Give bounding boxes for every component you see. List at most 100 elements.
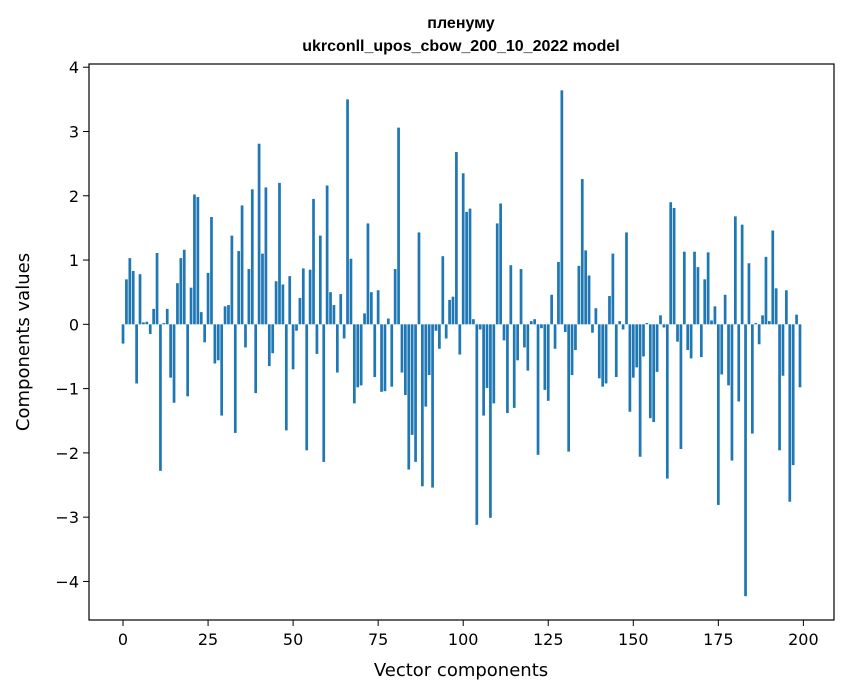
bar-106 bbox=[482, 324, 485, 416]
bar-36 bbox=[244, 324, 247, 348]
bar-11 bbox=[159, 324, 162, 471]
bar-173 bbox=[710, 320, 713, 325]
bar-46 bbox=[278, 182, 281, 325]
bar-107 bbox=[485, 324, 489, 388]
bar-7 bbox=[145, 321, 149, 325]
bar-179 bbox=[730, 324, 734, 461]
bar-141 bbox=[601, 324, 605, 387]
bar-48 bbox=[284, 324, 288, 431]
bar-129 bbox=[560, 90, 564, 325]
bar-90 bbox=[427, 324, 431, 376]
bar-144 bbox=[611, 253, 615, 325]
bar-117 bbox=[519, 269, 523, 325]
plot-frame bbox=[88, 63, 835, 621]
x-tick-label: 200 bbox=[788, 630, 819, 649]
bar-190 bbox=[768, 321, 771, 325]
bar-68 bbox=[352, 324, 356, 404]
y-tick-label: −2 bbox=[55, 444, 79, 463]
bar-172 bbox=[706, 252, 710, 325]
bar-8 bbox=[148, 324, 152, 334]
bar-122 bbox=[536, 324, 540, 455]
chart-subtitle: ukrconll_upos_cbow_200_10_2022 model bbox=[302, 38, 619, 55]
bar-188 bbox=[761, 315, 764, 325]
bar-14 bbox=[169, 324, 172, 378]
bar-128 bbox=[557, 261, 560, 325]
bar-62 bbox=[332, 305, 336, 325]
bar-143 bbox=[608, 296, 611, 325]
bar-127 bbox=[553, 324, 557, 349]
bar-61 bbox=[329, 292, 332, 325]
bar-177 bbox=[723, 294, 727, 325]
bar-170 bbox=[699, 324, 703, 358]
bar-60 bbox=[325, 185, 329, 325]
x-tick-label: 100 bbox=[448, 630, 479, 649]
bar-147 bbox=[621, 324, 625, 330]
bar-37 bbox=[247, 269, 251, 325]
bar-155 bbox=[648, 324, 652, 419]
bar-152 bbox=[638, 324, 642, 457]
bar-160 bbox=[665, 324, 669, 479]
bar-119 bbox=[526, 324, 530, 371]
bar-54 bbox=[305, 324, 309, 451]
bar-69 bbox=[356, 324, 360, 388]
bar-19 bbox=[186, 324, 190, 397]
bar-145 bbox=[614, 324, 618, 378]
bar-181 bbox=[737, 324, 741, 402]
bar-45 bbox=[274, 281, 278, 325]
bar-74 bbox=[373, 324, 377, 378]
bar-195 bbox=[785, 290, 788, 325]
bar-5 bbox=[138, 274, 142, 325]
bar-184 bbox=[747, 263, 751, 325]
bar-73 bbox=[369, 292, 373, 325]
bar-13 bbox=[165, 308, 169, 325]
bar-146 bbox=[618, 321, 622, 325]
bar-123 bbox=[540, 324, 543, 329]
bar-51 bbox=[295, 324, 298, 331]
y-tick-label: 0 bbox=[69, 315, 79, 334]
bar-25 bbox=[206, 272, 210, 325]
bar-47 bbox=[281, 284, 285, 325]
bar-116 bbox=[516, 324, 519, 361]
bar-118 bbox=[523, 324, 526, 348]
bar-193 bbox=[778, 324, 781, 451]
bar-102 bbox=[468, 208, 472, 325]
bar-93 bbox=[438, 324, 441, 349]
bar-0 bbox=[121, 324, 125, 344]
bar-198 bbox=[795, 314, 798, 325]
bar-154 bbox=[645, 323, 649, 325]
y-tick-label: 3 bbox=[69, 122, 79, 141]
bar-75 bbox=[376, 290, 380, 325]
bar-189 bbox=[764, 256, 768, 325]
bar-32 bbox=[230, 235, 234, 325]
bar-167 bbox=[689, 324, 693, 359]
bar-71 bbox=[363, 313, 366, 325]
bar-28 bbox=[216, 324, 220, 361]
bar-23 bbox=[199, 312, 203, 325]
bar-175 bbox=[716, 324, 720, 505]
bar-3 bbox=[131, 270, 135, 325]
bar-91 bbox=[431, 324, 434, 488]
bar-126 bbox=[550, 294, 554, 325]
bar-197 bbox=[791, 324, 795, 466]
bar-79 bbox=[390, 324, 394, 387]
bar-176 bbox=[720, 324, 724, 375]
bar-29 bbox=[220, 324, 224, 416]
bar-89 bbox=[424, 324, 428, 407]
bar-2 bbox=[128, 258, 132, 325]
bar-108 bbox=[489, 324, 492, 518]
bar-86 bbox=[414, 324, 417, 462]
chart-title: пленуму bbox=[427, 15, 494, 32]
bar-134 bbox=[577, 265, 581, 325]
bar-124 bbox=[543, 324, 547, 390]
bar-114 bbox=[509, 265, 513, 325]
bar-157 bbox=[655, 324, 659, 372]
bar-162 bbox=[672, 207, 676, 325]
bar-187 bbox=[757, 324, 761, 345]
bar-196 bbox=[788, 324, 792, 502]
bar-82 bbox=[400, 324, 404, 373]
bar-139 bbox=[594, 308, 598, 325]
bar-72 bbox=[366, 223, 370, 325]
bar-53 bbox=[301, 268, 305, 325]
bar-55 bbox=[308, 269, 312, 325]
bar-92 bbox=[434, 324, 438, 331]
